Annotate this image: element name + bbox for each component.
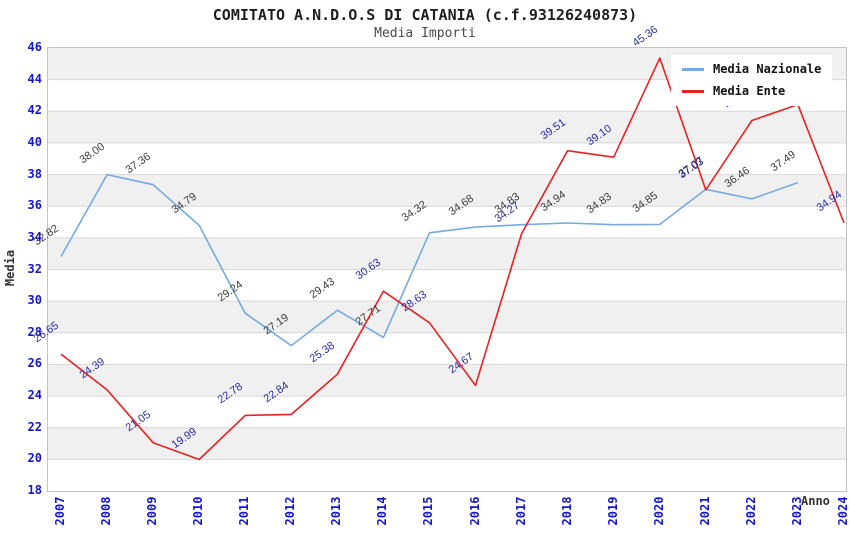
x-tick-label: 2008 [99,496,114,526]
legend-item-media-nazionale: Media Nazionale [682,62,821,76]
x-tick-label: 2012 [283,496,298,526]
media-nazionale-swatch-icon [682,67,704,71]
y-tick-label: 26 [27,356,42,371]
x-tick-label: 2011 [237,496,252,526]
x-tick-label: 2015 [421,496,436,526]
y-tick-label: 34 [27,229,42,244]
chart-title: COMITATO A.N.D.O.S DI CATANIA (c.f.93126… [212,6,638,24]
x-tick-label: 2021 [697,496,712,526]
legend-label: Media Nazionale [713,62,822,76]
y-tick-label: 32 [27,261,42,276]
plot-area [47,47,847,492]
media-nazionale-line [60,173,799,347]
x-tick-label: 2019 [605,496,620,526]
x-tick-label: 2020 [651,496,666,526]
media-ente-swatch-icon [682,89,704,93]
x-tick-label: 2007 [53,496,67,526]
y-tick-label: 28 [27,324,42,339]
y-tick-label: 36 [27,198,42,213]
y-tick-label: 42 [27,103,42,118]
y-tick-label: 18 [27,483,42,497]
x-tick-label: 2022 [743,496,758,526]
y-tick-label: 30 [27,293,42,308]
legend: Media Nazionale Media Ente [671,55,833,106]
x-axis-title: Anno [801,494,830,508]
x-tick-label: 2016 [467,496,482,526]
y-tick-label: 44 [27,71,42,86]
x-tick-label: 2018 [559,496,574,526]
x-tick-label: 2024 [836,496,850,526]
x-tick-label: 2014 [375,496,390,526]
x-tick-label: 2013 [329,496,344,526]
y-tick-label: 38 [27,166,42,181]
y-tick-label: 22 [27,419,42,434]
media-ente-line [60,57,845,461]
y-tick-label: 20 [27,451,42,466]
legend-item-media-ente: Media Ente [682,84,821,98]
y-tick-label: 46 [27,40,42,54]
x-tick-label: 2017 [513,496,528,526]
y-tick-label: 24 [27,388,42,403]
plot-svg [48,57,846,461]
x-tick-label: 2010 [191,496,206,526]
legend-label: Media Ente [713,84,786,98]
x-tick-label: 2009 [145,496,160,526]
chart-subtitle: Media Importi [374,26,476,41]
y-tick-label: 40 [27,134,42,149]
y-axis-title: Media [3,249,17,287]
